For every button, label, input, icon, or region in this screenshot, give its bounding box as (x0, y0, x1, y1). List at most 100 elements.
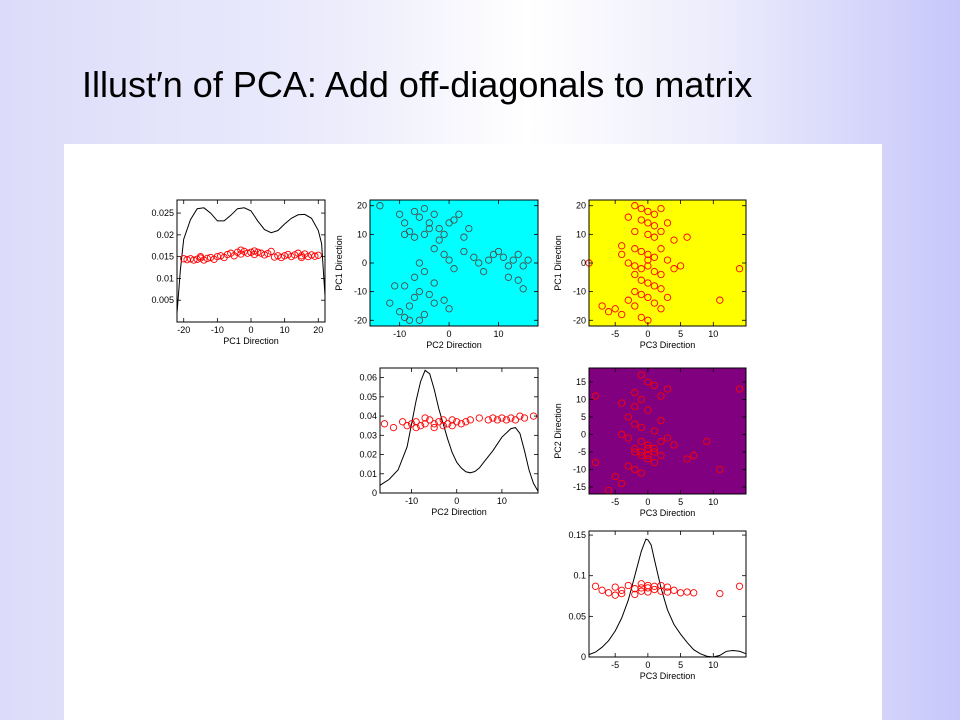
data-point (611, 583, 619, 591)
data-point (398, 418, 407, 426)
data-point (448, 416, 456, 424)
data-point (444, 420, 452, 428)
y-tick-label: -10 (573, 465, 586, 475)
data-point (644, 441, 652, 449)
data-point (644, 584, 652, 592)
data-point (735, 582, 744, 590)
data-point (644, 451, 652, 460)
data-point (504, 273, 513, 281)
density-curve (379, 369, 539, 492)
y-tick-label: 15 (576, 377, 586, 387)
data-point (499, 253, 508, 261)
y-tick-label: 0 (372, 488, 377, 498)
data-point (475, 259, 483, 267)
data-point (735, 265, 744, 273)
data-point (430, 279, 438, 287)
data-point (650, 381, 659, 390)
data-point (386, 299, 394, 307)
data-point (650, 299, 659, 307)
data-point (407, 420, 416, 428)
x-tick-label: -5 (611, 329, 619, 339)
data-point (657, 285, 665, 293)
x-axis-label: PC3 Direction (640, 508, 696, 518)
data-point (618, 479, 626, 488)
data-point (217, 252, 225, 260)
data-point (412, 423, 420, 432)
data-point (631, 388, 639, 397)
data-point (611, 472, 619, 481)
data-point (479, 267, 488, 276)
data-point (663, 219, 672, 227)
y-tick-label: 0.05 (359, 392, 377, 402)
data-point (690, 451, 698, 460)
data-point (663, 434, 672, 442)
y-tick-label: -15 (573, 482, 586, 492)
data-point (415, 316, 424, 324)
y-tick-label: 10 (357, 229, 367, 239)
data-point (519, 262, 527, 270)
data-point (631, 444, 639, 453)
y-tick-label: 0.04 (359, 411, 377, 421)
y-tick-label: 0.05 (568, 611, 586, 621)
data-point (670, 441, 678, 449)
data-point (624, 213, 632, 221)
data-point (196, 252, 205, 261)
data-point (637, 437, 645, 446)
y-tick-label: 0.15 (568, 530, 586, 540)
data-point (716, 465, 724, 474)
data-point (716, 296, 724, 304)
data-point (439, 416, 447, 424)
data-point (420, 267, 429, 276)
data-point (618, 430, 626, 439)
data-point (631, 402, 639, 411)
data-point (405, 316, 414, 324)
data-point (380, 420, 389, 428)
data-point (591, 458, 600, 467)
x-tick-label: -20 (177, 325, 190, 335)
x-tick-label: 0 (645, 329, 650, 339)
data-point (440, 296, 448, 304)
x-tick-label: 0 (248, 325, 253, 335)
data-point (400, 230, 409, 239)
data-point (637, 313, 645, 322)
data-point (598, 302, 606, 310)
data-point (637, 580, 645, 588)
data-point (445, 305, 453, 313)
data-point (439, 422, 447, 430)
data-point (663, 293, 672, 302)
y-tick-label: 0.06 (359, 373, 377, 383)
data-point (624, 434, 632, 442)
data-point (644, 378, 652, 386)
data-point (466, 416, 474, 424)
y-axis-label: PC1 Direction (553, 235, 563, 291)
data-point (650, 267, 659, 276)
data-point (421, 414, 429, 422)
data-point (470, 253, 478, 261)
data-point (676, 262, 685, 270)
x-axis-label: PC1 Direction (223, 336, 279, 346)
data-point (260, 251, 269, 259)
data-point (683, 455, 691, 463)
data-point (504, 262, 513, 270)
data-point (250, 247, 259, 255)
x-tick-label: -5 (611, 660, 619, 670)
data-point (703, 437, 711, 446)
x-axis-label: PC3 Direction (640, 671, 696, 681)
data-point (448, 422, 456, 430)
data-point (440, 250, 448, 259)
panel-pc3-density: -5 0 5 10 0 0.05 0.1 0.15 PC3 Direction (568, 530, 747, 681)
y-tick-label: 0 (581, 652, 586, 662)
panel-pc1-vs-pc3: -5 0 5 10 -20 -10 0 10 20 PC3 Direction PC1 Direct… (553, 199, 747, 350)
data-point (650, 233, 659, 241)
data-point (637, 265, 645, 273)
data-point (465, 224, 473, 233)
data-point (520, 414, 529, 422)
y-tick-label: 0.005 (151, 295, 174, 305)
data-point (420, 204, 429, 213)
slide-title: Illust′n of PCA: Add off-diagonals to ma… (82, 64, 753, 105)
data-point (657, 392, 665, 400)
data-point (395, 210, 404, 218)
data-point (416, 422, 425, 430)
y-tick-label: 0 (581, 430, 586, 440)
data-point (489, 414, 497, 422)
